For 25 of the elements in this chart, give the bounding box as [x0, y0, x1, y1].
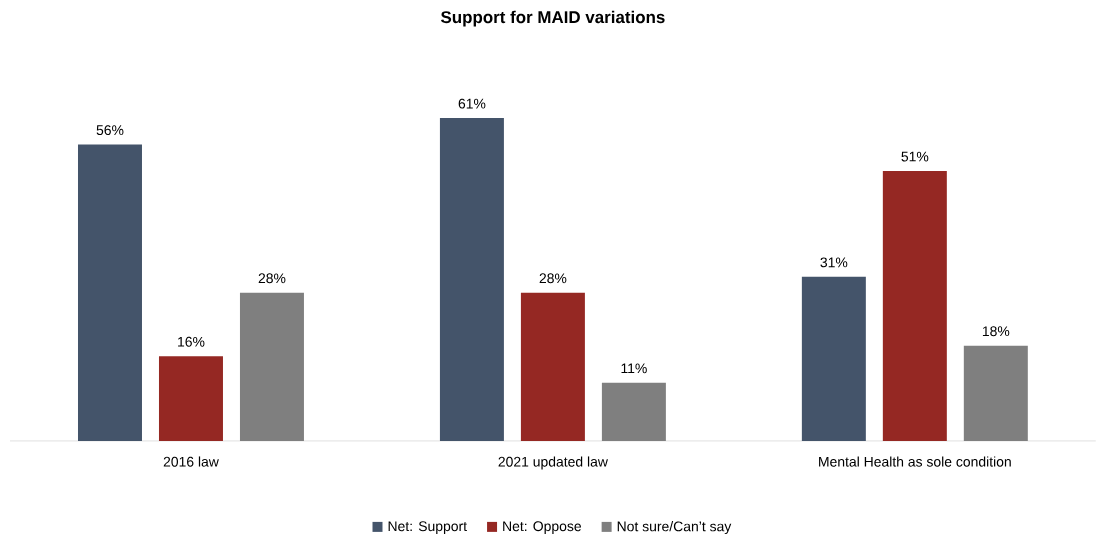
- data-label: 28%: [539, 273, 567, 284]
- chart-title: Support for MAID variations: [440, 10, 665, 27]
- data-label: 61%: [458, 98, 486, 109]
- data-label: 51%: [901, 151, 929, 162]
- bar: [158, 356, 223, 441]
- data-label: 56%: [96, 125, 124, 136]
- bar: [601, 382, 666, 441]
- bar: [801, 276, 866, 441]
- bar: [439, 118, 504, 441]
- x-tick-label: 2016 law: [163, 456, 219, 467]
- x-tick-label: Mental Health as sole condition: [819, 456, 1011, 467]
- data-label: 18%: [982, 326, 1010, 337]
- legend-label: Not sure/Can’t say: [617, 521, 732, 535]
- data-label: 28%: [258, 273, 286, 284]
- bar: [963, 345, 1028, 441]
- bar: [882, 171, 947, 441]
- data-label: 31%: [820, 257, 848, 268]
- bar: [78, 144, 142, 441]
- bar: [520, 292, 585, 441]
- data-label: 11%: [621, 363, 647, 374]
- bar: [239, 292, 304, 441]
- data-label: 16%: [178, 336, 205, 347]
- legend-label: Net: Oppose: [503, 521, 582, 534]
- legend-label: Net: Support: [388, 521, 467, 534]
- x-tick-label: 2021 updated law: [498, 456, 608, 470]
